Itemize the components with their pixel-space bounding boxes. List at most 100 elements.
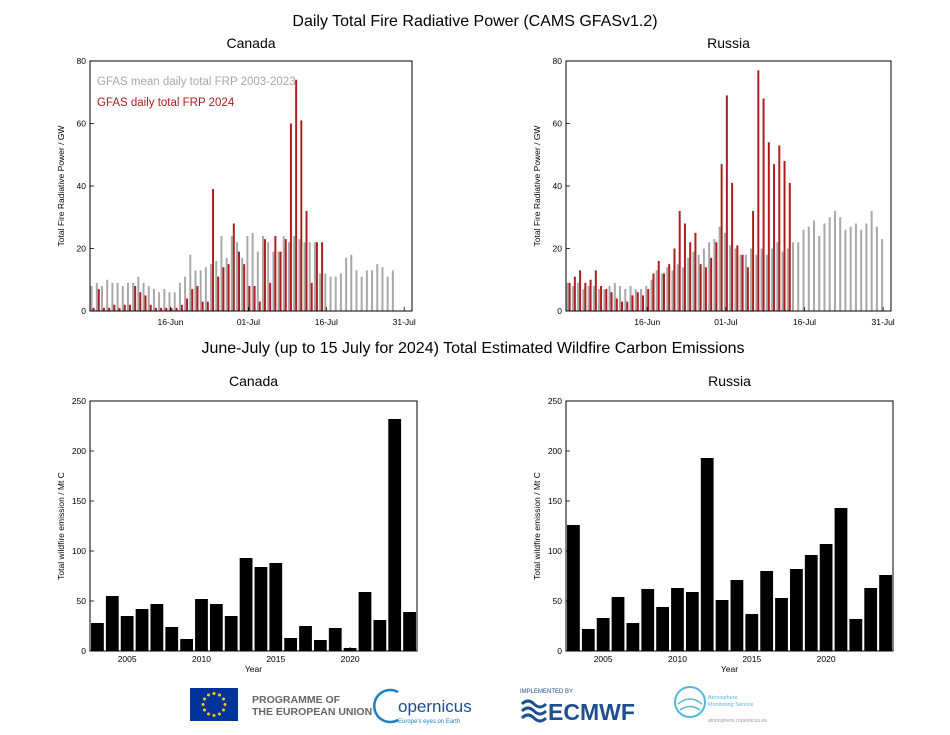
emission-bar	[581, 629, 595, 651]
mean-frp-bar	[765, 254, 768, 311]
mean-frp-bar	[168, 292, 171, 311]
x-tick-label: 16-Jul	[793, 317, 816, 327]
plot-frame	[89, 60, 413, 312]
frp-2024-bar	[180, 304, 183, 311]
mean-frp-bar	[592, 286, 595, 311]
figure-canvas: Daily Total Fire Radiative Power (CAMS G…	[56, 13, 895, 674]
emission-bar	[567, 525, 580, 651]
mean-frp-bar	[671, 270, 674, 312]
y-tick-label: 100	[548, 546, 562, 556]
mean-frp-bar	[750, 248, 753, 311]
x-axis-label: Year	[721, 664, 738, 674]
mean-frp-bar	[713, 239, 716, 312]
ecmwf-wordmark: ECMWF	[548, 699, 635, 725]
frp-2024-bar	[305, 211, 308, 311]
mean-frp-bar	[629, 286, 632, 311]
mean-frp-bar	[90, 286, 93, 311]
frp-2024-bar	[621, 301, 624, 312]
frp-2024-bar	[279, 251, 282, 312]
emission-bar	[358, 592, 372, 651]
frp-2024-bar	[631, 295, 634, 312]
mean-frp-bar	[744, 254, 747, 311]
mean-frp-bar	[603, 289, 606, 312]
y-tick-label: 40	[553, 181, 563, 191]
emission-bar	[834, 508, 848, 651]
mean-frp-bar	[121, 286, 124, 311]
y-axis-label: Total Fire Radiative Power / GW	[532, 126, 542, 247]
frp-2024-bar	[118, 307, 121, 312]
emission-bar	[879, 575, 892, 651]
copernicus-tagline: Europe's eyes on Earth	[398, 719, 460, 725]
frp-2024-bar	[134, 286, 137, 311]
mean-frp-bar	[865, 223, 868, 311]
mean-frp-bar	[246, 236, 249, 311]
frp-2024-bar	[274, 236, 277, 311]
mean-frp-bar	[163, 289, 166, 312]
x-tick-label: 16-Jun	[158, 317, 184, 327]
eu-star	[207, 712, 210, 716]
y-tick-label: 250	[72, 396, 86, 406]
panel-title: Russia	[708, 373, 751, 389]
frp-2024-bar	[186, 298, 189, 311]
mean-frp-bar	[833, 211, 836, 311]
mean-frp-bar	[204, 267, 207, 311]
frp-2024-bar	[102, 307, 105, 312]
y-tick-label: 80	[77, 56, 87, 66]
mean-frp-bar	[262, 236, 264, 311]
mean-frp-bar	[334, 276, 337, 312]
eu-star	[207, 693, 210, 697]
mean-frp-bar	[308, 242, 311, 311]
mean-frp-bar	[776, 242, 779, 311]
y-tick-label: 60	[77, 119, 87, 129]
emission-bar	[284, 638, 298, 651]
emission-bar	[656, 607, 669, 651]
frp-2024-bar	[92, 307, 95, 312]
mean-frp-bar	[329, 276, 332, 312]
frp-2024-bar	[668, 264, 671, 312]
ecmwf-icon	[520, 699, 548, 723]
mean-frp-bar	[881, 239, 884, 312]
emission-bar	[328, 628, 342, 651]
mean-frp-bar	[645, 286, 648, 311]
mean-frp-bar	[718, 226, 721, 312]
mean-frp-bar	[813, 220, 815, 312]
x-tick-label: 01-Jul	[237, 317, 260, 327]
x-tick-label: 2015	[266, 654, 285, 664]
mean-frp-bar	[360, 276, 363, 312]
mean-frp-bar	[339, 273, 342, 311]
emission-bar	[849, 619, 863, 651]
frp-2024-bar	[149, 304, 152, 311]
x-axis-label: Year	[245, 664, 262, 674]
frp-2024-bar	[657, 261, 660, 311]
programme-line-1: PROGRAMME OF	[252, 694, 341, 706]
emission-bar	[91, 623, 104, 651]
emission-bar	[135, 609, 149, 651]
mean-frp-bar	[692, 251, 695, 312]
emission-bar	[180, 639, 193, 651]
mean-frp-bar	[697, 254, 700, 311]
emission-bar	[209, 604, 223, 651]
frp-2024-bar	[139, 292, 142, 311]
y-tick-label: 200	[548, 446, 562, 456]
plot-frame	[565, 60, 892, 312]
frp-2024-bar	[600, 286, 603, 311]
emission-bar	[105, 596, 119, 651]
frp-2024-bar	[642, 295, 644, 312]
y-tick-label: 100	[72, 546, 86, 556]
frp-2024-bar	[232, 223, 235, 311]
frp-2024-bar	[212, 189, 215, 312]
mean-frp-bar	[215, 261, 218, 311]
mean-frp-bar	[147, 286, 150, 311]
mean-frp-bar	[345, 257, 348, 312]
mean-frp-bar	[137, 276, 140, 312]
x-tick-label: 2010	[668, 654, 687, 664]
x-tick-label: 2005	[594, 654, 613, 664]
frp-2024-bar	[196, 286, 199, 311]
x-tick-label: 16-Jul	[315, 317, 338, 327]
x-tick-label: 16-Jun	[634, 317, 660, 327]
eu-star	[201, 703, 205, 706]
mean-frp-bar	[95, 282, 98, 312]
emission-bar	[700, 458, 714, 651]
mean-frp-bar	[818, 236, 821, 311]
frp-2024-bar	[731, 182, 734, 312]
